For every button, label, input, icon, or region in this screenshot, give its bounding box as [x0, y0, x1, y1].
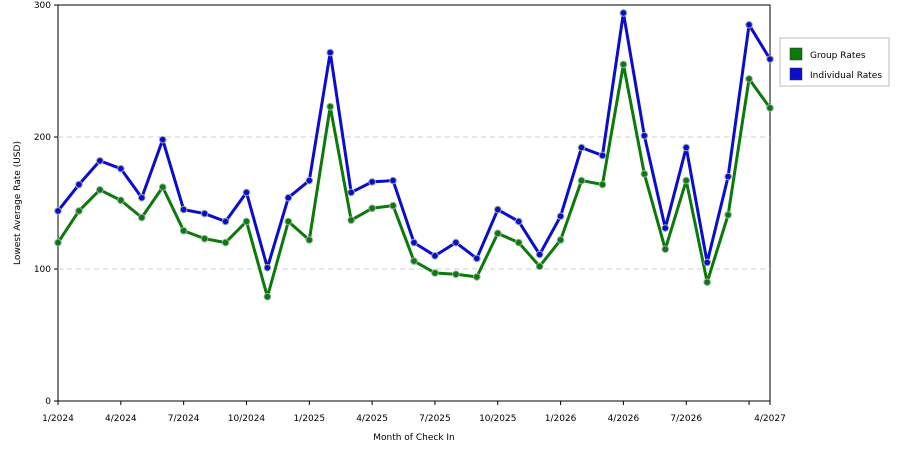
x-tick-label: 7/2025 — [419, 414, 451, 424]
data-point — [766, 104, 774, 112]
data-point — [703, 258, 711, 267]
plot-frame — [57, 4, 771, 402]
data-point — [556, 236, 565, 244]
data-point — [284, 217, 293, 226]
data-point — [661, 224, 670, 232]
data-point — [54, 238, 62, 247]
data-point — [284, 193, 293, 202]
data-point — [766, 55, 774, 63]
data-point — [473, 254, 481, 263]
data-point — [514, 217, 523, 226]
data-point — [263, 263, 272, 272]
data-point — [326, 102, 335, 111]
data-point — [724, 211, 732, 219]
data-point — [661, 245, 670, 253]
x-tick-label: 1/2026 — [545, 414, 577, 424]
data-point — [158, 183, 167, 191]
data-point — [410, 257, 418, 265]
data-point — [347, 216, 355, 224]
data-point — [703, 278, 711, 287]
legend-swatch — [789, 67, 803, 81]
x-tick-label: 4/2026 — [608, 414, 640, 424]
data-point — [452, 238, 460, 247]
data-point — [117, 196, 125, 205]
data-point — [305, 236, 314, 244]
data-point — [179, 226, 188, 235]
data-point — [75, 207, 83, 215]
data-point — [577, 143, 586, 152]
data-point — [410, 238, 418, 247]
data-point — [54, 207, 62, 215]
data-point — [158, 135, 167, 144]
data-point — [619, 9, 628, 17]
data-point — [221, 217, 230, 226]
data-point — [431, 269, 439, 277]
x-axis-label: Month of Check In — [373, 433, 455, 443]
data-point — [200, 234, 209, 243]
data-point — [117, 164, 125, 173]
x-tick-label: 4/2027 — [754, 414, 786, 424]
data-point — [389, 176, 397, 185]
x-tick-label: 4/2024 — [105, 414, 137, 424]
x-tick-label: 1/2024 — [42, 414, 74, 424]
data-point — [242, 188, 251, 197]
x-tick-label: 7/2024 — [168, 414, 200, 424]
x-tick-label: 10/2024 — [228, 414, 266, 424]
data-point — [452, 270, 460, 279]
data-point — [535, 250, 544, 259]
data-point — [431, 252, 439, 260]
x-tick-label: 10/2025 — [479, 414, 516, 424]
legend-swatch — [789, 47, 803, 61]
legend-label: Group Rates — [810, 51, 866, 61]
data-point — [514, 238, 523, 247]
data-point — [556, 212, 565, 220]
data-point — [347, 188, 355, 197]
data-point — [598, 180, 607, 189]
data-point — [682, 176, 691, 185]
y-tick-label: 300 — [34, 1, 51, 11]
data-point — [221, 238, 230, 247]
data-point — [263, 292, 272, 301]
data-point — [493, 229, 502, 238]
y-tick-label: 200 — [34, 133, 51, 143]
y-axis-label: Lowest Average Rate (USD) — [13, 141, 23, 265]
x-tick-label: 4/2025 — [356, 414, 388, 424]
legend-label: Individual Rates — [810, 71, 882, 81]
data-point — [598, 151, 607, 160]
data-point — [368, 178, 376, 186]
data-point — [682, 143, 691, 152]
data-point — [640, 170, 649, 178]
x-tick-label: 1/2025 — [293, 414, 325, 424]
data-point — [640, 131, 649, 140]
data-point — [619, 60, 628, 69]
y-tick-label: 100 — [34, 265, 51, 275]
data-point — [493, 205, 502, 214]
data-point — [577, 176, 586, 185]
data-point — [326, 48, 335, 57]
data-point — [200, 209, 209, 218]
x-tick-label: 7/2026 — [670, 414, 702, 424]
data-point — [96, 156, 104, 165]
data-point — [724, 172, 732, 181]
data-point — [745, 75, 753, 83]
data-point — [242, 217, 251, 226]
data-point — [96, 186, 104, 194]
data-point — [137, 193, 146, 202]
data-point — [389, 201, 397, 210]
data-point — [305, 176, 314, 185]
data-point — [179, 205, 188, 214]
data-point — [75, 180, 83, 189]
y-tick-label: 0 — [45, 397, 51, 407]
data-point — [535, 262, 544, 271]
data-point — [473, 273, 481, 281]
data-point — [745, 21, 753, 29]
data-point — [137, 213, 146, 222]
data-point — [368, 204, 376, 213]
